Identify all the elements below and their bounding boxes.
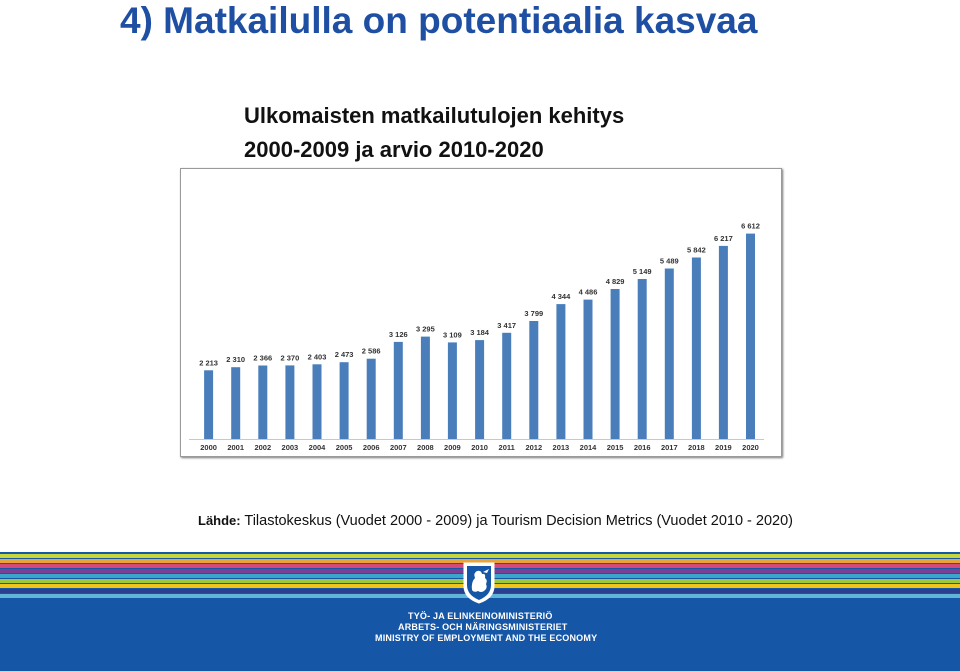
x-tick-label-2014: 2014 <box>580 443 598 452</box>
bar-2015 <box>610 289 620 439</box>
data-label-2018: 5 842 <box>687 246 706 255</box>
bar-2002 <box>258 365 268 439</box>
bar-2009 <box>447 342 457 439</box>
chart-frame: 2 213 2000 2 310 2001 2 366 2002 2 370 2003 2 40… <box>180 168 782 457</box>
data-label-2012: 3 799 <box>524 309 543 318</box>
data-label-2000: 2 213 <box>199 358 218 367</box>
chart-subtitle-line-2: 2000-2009 ja arvio 2010-2020 <box>244 137 544 162</box>
bar-2011 <box>502 332 512 439</box>
bar-2014 <box>583 299 593 439</box>
x-tick-label-2005: 2005 <box>336 443 353 452</box>
data-label-2013: 4 344 <box>552 292 572 301</box>
data-label-2002: 2 366 <box>253 354 272 363</box>
data-label-2006: 2 586 <box>362 347 381 356</box>
x-tick-label-2007: 2007 <box>390 443 407 452</box>
bar-2000 <box>204 370 214 439</box>
x-tick-label-2011: 2011 <box>499 443 515 452</box>
ministry-name-fi: TYÖ- JA ELINKEINOMINISTERIÖ <box>408 611 553 621</box>
bar-2012 <box>529 321 539 439</box>
data-label-2004: 2 403 <box>308 352 327 361</box>
x-tick-label-2008: 2008 <box>417 443 434 452</box>
bar-2017 <box>664 268 674 439</box>
bar-2007 <box>393 341 403 439</box>
data-label-2015: 4 829 <box>606 277 625 286</box>
data-label-2009: 3 109 <box>443 330 462 339</box>
bar-chart: 2 213 2000 2 310 2001 2 366 2002 2 370 2003 2 40… <box>189 222 765 452</box>
x-tick-label-2013: 2013 <box>553 443 570 452</box>
ministry-name-sv: ARBETS- OCH NÄRINGSMINISTERIET <box>398 622 568 632</box>
bar-2019 <box>718 245 728 439</box>
bar-2008 <box>420 336 430 439</box>
data-label-2011: 3 417 <box>497 321 516 330</box>
x-tick-label-2001: 2001 <box>227 443 244 452</box>
data-label-2020: 6 612 <box>741 222 760 231</box>
slide-title: 4) Matkailulla on potentiaalia kasvaa <box>120 0 758 41</box>
bar-2010 <box>475 340 485 439</box>
bar-2001 <box>231 367 241 439</box>
x-tick-label-2003: 2003 <box>282 443 299 452</box>
data-label-2003: 2 370 <box>281 353 300 362</box>
data-label-2016: 5 149 <box>633 267 652 276</box>
x-tick-label-2004: 2004 <box>309 443 327 452</box>
data-label-2019: 6 217 <box>714 234 733 243</box>
footer-stripe <box>0 554 960 558</box>
data-label-2014: 4 486 <box>579 288 598 297</box>
source-text: Tilastokeskus (Vuodet 2000 - 2009) ja To… <box>240 513 793 529</box>
chart-subtitle-line-1: Ulkomaisten matkailutulojen kehitys <box>244 103 625 128</box>
x-tick-label-2000: 2000 <box>200 443 217 452</box>
data-label-2010: 3 184 <box>470 328 490 337</box>
data-label-2008: 3 295 <box>416 325 435 334</box>
x-tick-label-2010: 2010 <box>471 443 488 452</box>
data-label-2001: 2 310 <box>226 355 245 364</box>
x-tick-label-2009: 2009 <box>444 443 461 452</box>
x-tick-label-2012: 2012 <box>525 443 542 452</box>
x-tick-label-2015: 2015 <box>607 443 624 452</box>
bar-2006 <box>366 358 376 439</box>
data-label-2005: 2 473 <box>335 350 354 359</box>
x-tick-label-2017: 2017 <box>661 443 678 452</box>
bar-2003 <box>285 365 295 439</box>
footer-stripe <box>0 559 960 563</box>
x-tick-label-2020: 2020 <box>742 443 759 452</box>
bar-2018 <box>691 257 701 439</box>
ministry-name-en: MINISTRY OF EMPLOYMENT AND THE ECONOMY <box>375 633 598 643</box>
lion-crest-icon <box>463 562 495 604</box>
data-label-2017: 5 489 <box>660 257 679 266</box>
source-label: Lähde: <box>198 513 241 528</box>
source-note: Lähde: Tilastokeskus (Vuodet 2000 - 2009… <box>198 513 793 529</box>
data-label-2007: 3 126 <box>389 330 408 339</box>
bar-2020 <box>746 233 755 439</box>
x-tick-label-2018: 2018 <box>688 443 705 452</box>
bar-2004 <box>312 364 322 439</box>
bar-2013 <box>556 304 566 439</box>
x-tick-label-2019: 2019 <box>715 443 732 452</box>
x-tick-label-2002: 2002 <box>254 443 271 452</box>
x-tick-label-2006: 2006 <box>363 443 380 452</box>
bar-2016 <box>637 279 647 439</box>
bar-2005 <box>339 362 349 439</box>
x-tick-label-2016: 2016 <box>634 443 651 452</box>
